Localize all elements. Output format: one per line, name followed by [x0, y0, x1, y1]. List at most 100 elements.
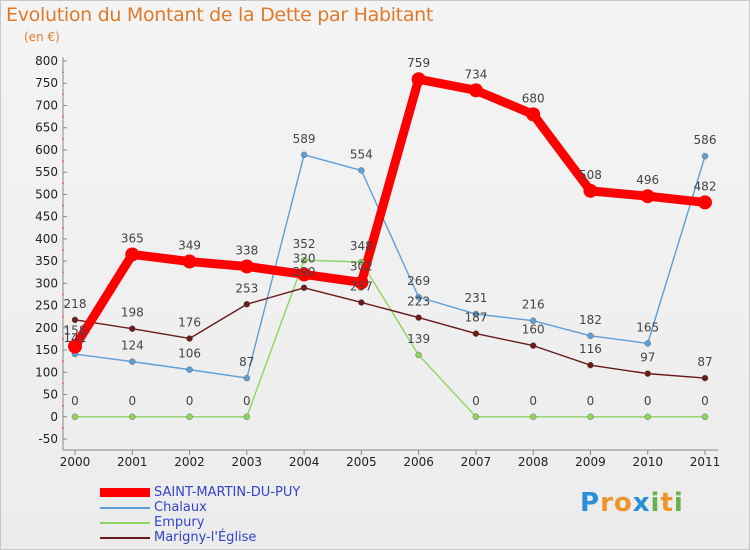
- x-axis-ticks: 2000 2001 2002 2003 2004 2005 2006 2007 2008 2009…: [60, 450, 721, 469]
- data-point: [129, 358, 136, 365]
- data-point: [243, 301, 251, 308]
- data-point: [297, 267, 312, 282]
- logo-letter: i: [650, 488, 661, 518]
- x-tick-label: 2007: [461, 455, 492, 469]
- data-label: 97: [640, 351, 655, 365]
- y-tick-label: 750: [35, 76, 58, 90]
- legend-item: Marigny-l'Église: [100, 530, 300, 545]
- data-label: 216: [522, 298, 545, 312]
- data-label: 0: [186, 394, 194, 408]
- y-tick-label: -50: [38, 432, 58, 446]
- data-label: 106: [178, 347, 201, 361]
- series-line: [74, 154, 706, 379]
- y-minor-tick: [62, 226, 64, 229]
- chart-title: Evolution du Montant de la Dette par Hab…: [6, 4, 434, 26]
- data-label: 589: [293, 132, 316, 146]
- data-label: 187: [464, 311, 487, 325]
- data-label: 182: [579, 313, 602, 327]
- legend: SAINT-MARTIN-DU-PUY Chalaux Empury Marigny-…: [100, 485, 300, 545]
- logo-letter: t: [660, 488, 674, 518]
- data-label: 302: [350, 259, 373, 273]
- x-tick-label: 2001: [117, 455, 148, 469]
- data-point: [529, 342, 537, 349]
- y-minor-tick: [62, 115, 64, 118]
- series-line: [70, 74, 710, 352]
- data-point: [529, 317, 537, 324]
- data-point: [186, 335, 193, 342]
- legend-swatch: [100, 521, 150, 524]
- y-tick-label: 50: [43, 388, 58, 402]
- y-minor-tick: [62, 360, 64, 363]
- data-label: 87: [239, 355, 254, 369]
- data-labels: 141 124 106 87 589 554 269 231 216 182 165 586 0 0 0 0 3…: [64, 56, 717, 408]
- x-tick-label: 2006: [403, 455, 434, 469]
- y-tick-label: 400: [35, 232, 58, 246]
- data-label: 198: [121, 306, 144, 320]
- data-label: 508: [579, 168, 602, 182]
- data-point: [583, 183, 598, 198]
- data-label: 0: [701, 394, 709, 408]
- y-minor-tick: [62, 137, 64, 140]
- data-point: [300, 257, 308, 264]
- series-points: [68, 72, 712, 420]
- data-label: 0: [529, 394, 537, 408]
- y-minor-tick: [62, 315, 64, 318]
- y-tick-label: 350: [35, 254, 58, 268]
- y-minor-tick: [62, 182, 64, 185]
- data-label: 124: [121, 339, 144, 353]
- series-line: [74, 259, 706, 418]
- data-point: [129, 413, 136, 420]
- x-tick-label: 2011: [690, 455, 721, 469]
- x-tick-label: 2000: [60, 455, 91, 469]
- x-tick-label: 2004: [289, 455, 320, 469]
- data-point: [415, 351, 422, 359]
- y-tick-label: 200: [35, 321, 58, 335]
- data-point: [644, 340, 651, 347]
- series-lines: [70, 74, 710, 418]
- data-point: [529, 413, 537, 420]
- y-tick-label: 0: [50, 410, 58, 424]
- data-label: 87: [697, 355, 712, 369]
- y-tick-label: 650: [35, 121, 58, 135]
- x-tick-label: 2008: [518, 455, 549, 469]
- data-point: [587, 413, 594, 420]
- data-point: [71, 316, 79, 324]
- data-label: 116: [579, 342, 602, 356]
- y-tick-label: 250: [35, 299, 58, 313]
- data-label: 349: [178, 239, 201, 253]
- legend-label: Empury: [154, 515, 205, 530]
- legend-item: Empury: [100, 515, 300, 530]
- data-point: [129, 325, 136, 332]
- data-point: [701, 374, 709, 382]
- data-point: [68, 339, 82, 354]
- data-label: 218: [64, 297, 87, 311]
- data-label: 734: [464, 67, 487, 81]
- data-point: [71, 413, 79, 420]
- data-point: [186, 366, 193, 373]
- chart-unit: (en €): [24, 30, 60, 44]
- data-point: [468, 83, 483, 98]
- data-point: [644, 413, 651, 420]
- y-tick-label: 700: [35, 98, 58, 112]
- data-label: 165: [636, 320, 659, 334]
- data-point: [182, 254, 197, 269]
- data-point: [243, 413, 251, 420]
- logo-letter: P: [580, 488, 601, 518]
- y-tick-label: 600: [35, 143, 58, 157]
- data-label: 257: [350, 279, 373, 293]
- data-label: 290: [293, 265, 316, 279]
- data-label: 231: [464, 291, 487, 305]
- logo-letter: r: [600, 488, 614, 518]
- y-tick-label: 800: [35, 54, 58, 68]
- y-minor-tick: [62, 249, 64, 251]
- y-tick-label: 450: [35, 210, 58, 224]
- data-label: 253: [235, 281, 258, 295]
- x-tick-label: 2009: [575, 455, 606, 469]
- y-tick-label: 150: [35, 343, 58, 357]
- y-tick-label: 500: [35, 187, 58, 201]
- data-label: 269: [407, 274, 430, 288]
- data-point: [239, 259, 254, 274]
- data-point: [587, 332, 594, 340]
- data-point: [415, 314, 422, 321]
